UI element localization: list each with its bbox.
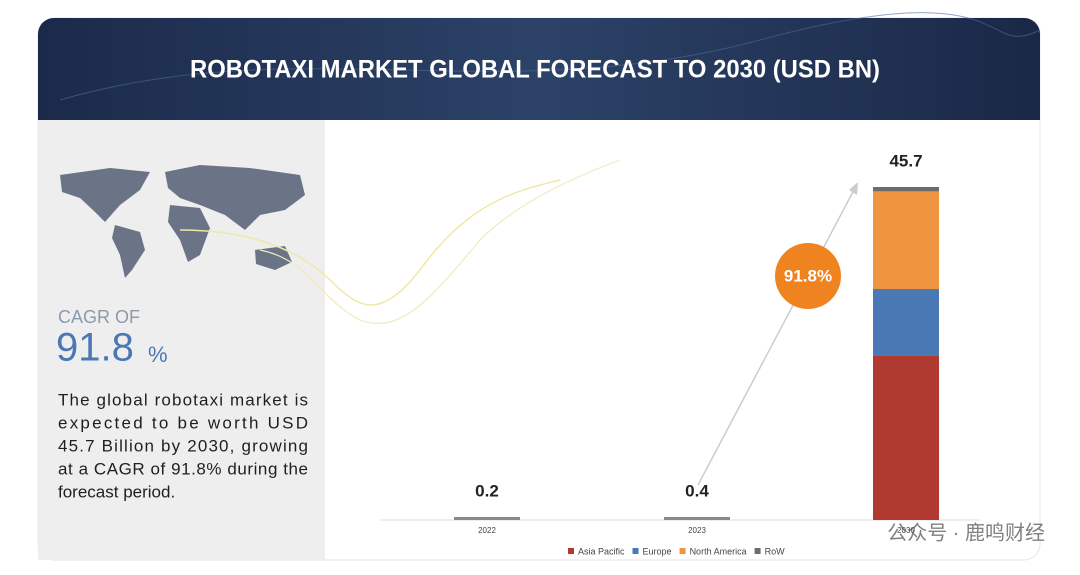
description-line: at a CAGR of 91.8% during the (58, 459, 308, 478)
legend-swatch (568, 548, 574, 554)
header-decoration (59, 12, 1041, 101)
total-label: 0.2 (475, 481, 499, 500)
plot: 0.2 2022 0.4 2023 45.7 2030 Asia Pacific Europe… (454, 151, 939, 556)
bar-stub (664, 517, 730, 520)
bar-stub (454, 517, 520, 520)
decor-curve (179, 179, 561, 306)
cagr-label: CAGR OF (58, 307, 140, 327)
total-label: 45.7 (889, 151, 922, 170)
legend-swatch (679, 548, 686, 554)
description-line: The global robotaxi market is (58, 390, 308, 409)
north-america (60, 168, 150, 222)
legend-label: North America (690, 546, 747, 556)
cagr-number: 91.8 (56, 326, 134, 370)
bar-segment (873, 187, 939, 192)
legend-label: Asia Pacific (578, 546, 625, 556)
arrow-head (849, 182, 858, 195)
cagr-unit: % (148, 342, 168, 367)
cagr-badge-text: 91.8% (784, 266, 832, 285)
watermark: 公众号 · 鹿鸣财经 (887, 521, 1045, 544)
australia (255, 246, 292, 270)
description-line: 45.7 Billion by 2030, growing (58, 436, 308, 455)
world-map (60, 165, 305, 278)
description-line: forecast period. (58, 482, 175, 501)
x-tick-label: 2022 (478, 526, 496, 535)
bar-segment (873, 191, 939, 290)
cagr-badge (775, 243, 841, 309)
legend-swatch (754, 548, 761, 554)
growth-arrow (697, 187, 856, 486)
x-tick-label: 2030 (897, 526, 915, 535)
eurasia (165, 165, 305, 230)
description-line: expected to be worth USD (58, 413, 308, 432)
south-america (112, 225, 145, 278)
legend-label: RoW (765, 546, 786, 556)
legend-swatch (632, 548, 639, 554)
africa (168, 205, 210, 262)
description: The global robotaxi market is expected t… (58, 390, 308, 501)
bar-segment (873, 289, 939, 356)
bar-segment (873, 355, 939, 520)
decor-curve (259, 159, 621, 325)
total-label: 0.4 (685, 481, 709, 500)
legend-label: Europe (643, 546, 672, 556)
title: ROBOTAXI MARKET GLOBAL FORECAST TO 2030 … (190, 56, 880, 84)
header-band (38, 18, 1040, 120)
x-tick-label: 2023 (688, 526, 706, 535)
